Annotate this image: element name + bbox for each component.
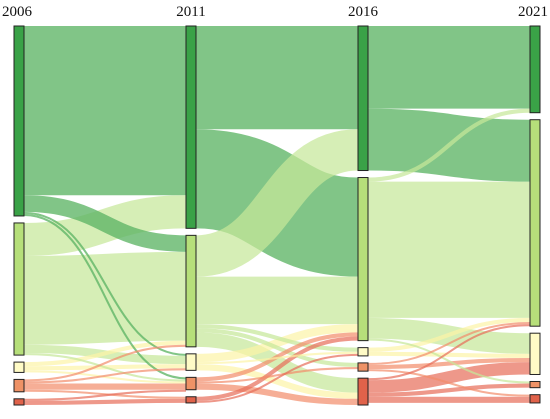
flow-1-E-to-2-B [195,336,359,401]
node-2021-C[interactable] [529,332,541,375]
node-2016-E[interactable] [357,377,369,406]
flow-1-B-to-2-E [195,332,359,393]
node-2011-A[interactable] [185,25,197,229]
flow-0-E-to-1-E [23,398,187,405]
node-2006-B[interactable] [13,222,25,356]
flow-0-B-to-1-D [23,353,187,382]
flow-1-C-to-2-E [195,364,359,399]
node-2021-B[interactable] [529,119,541,327]
nodes-layer [13,25,541,406]
node-2006-A[interactable] [13,25,25,217]
year-label-2016: 2016 [348,4,379,20]
node-2006-E[interactable] [13,398,25,406]
flow-1-D-to-2-E [195,383,359,406]
flow-0-C-to-1-B [23,340,187,367]
flow-2-C-to-3-C [367,351,531,358]
node-2016-B[interactable] [357,177,369,342]
flow-0-D-to-1-B [23,344,187,382]
node-2011-D[interactable] [185,376,197,391]
node-2006-D[interactable] [13,378,25,393]
flow-1-B-to-2-C [195,324,359,352]
node-2011-E[interactable] [185,396,197,404]
flow-0-E-to-1-D [23,389,187,401]
node-2006-C[interactable] [13,361,25,373]
flow-1-B-to-2-D [195,328,359,368]
flow-2-B-to-3-D [367,338,531,384]
flow-2-E-to-3-D [367,383,531,397]
year-label-2006: 2006 [2,4,33,20]
flow-1-E-to-2-C [195,353,359,403]
flow-2-E-to-3-B [367,324,531,381]
node-2021-A[interactable] [529,25,541,114]
links-layer [23,25,531,406]
flow-0-D-to-1-C [23,368,187,384]
flow-2-C-to-3-B [367,317,531,352]
flow-1-C-to-2-B [195,324,359,363]
year-label-2011: 2011 [176,4,205,20]
flow-2-D-to-3-C [367,357,531,370]
flow-2-D-to-3-B [367,322,531,365]
flow-1-C-to-2-C [195,351,359,365]
flow-2-D-to-3-E [367,369,531,397]
flow-2-E-to-3-C [367,362,531,393]
node-2021-E[interactable] [529,394,541,404]
flow-0-A-to-1-B [23,195,187,252]
node-2021-D[interactable] [529,380,541,389]
flow-2-B-to-3-A [367,108,531,182]
node-2016-D[interactable] [357,362,369,372]
year-label-2021: 2021 [518,4,548,20]
node-2016-C[interactable] [357,347,369,357]
flow-1-D-to-2-D [195,367,359,384]
flow-1-B-to-2-A [194,129,360,277]
node-2011-B[interactable] [185,234,197,348]
node-2011-C[interactable] [185,353,197,371]
node-2016-A[interactable] [357,25,369,172]
year-labels: 2006 2011 2016 2021 [2,4,548,20]
